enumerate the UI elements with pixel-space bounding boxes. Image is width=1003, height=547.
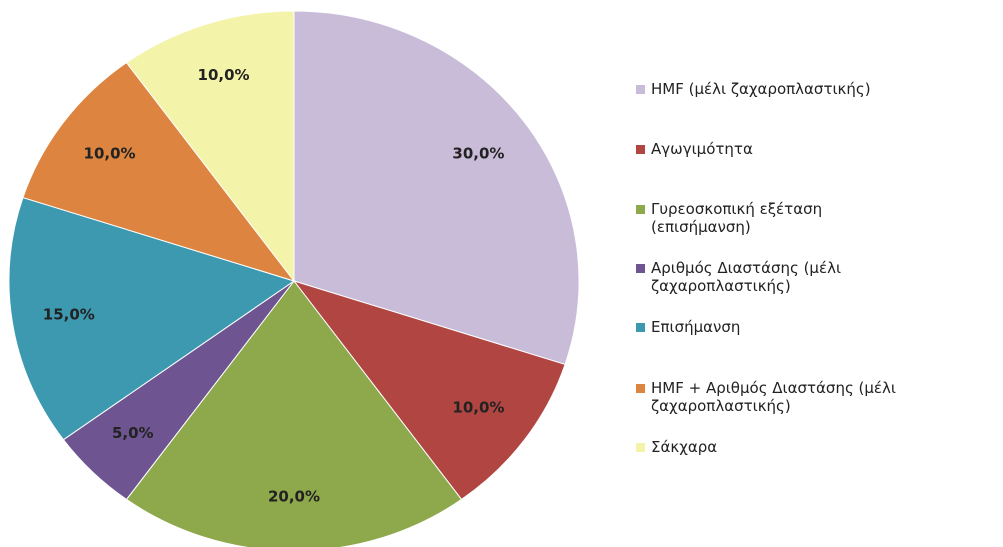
legend-label: Αριθμός Διαστάσης (μέλι ζαχαροπλαστικής): [651, 259, 842, 295]
legend-item: Αγωγιμότητα: [636, 140, 996, 158]
legend-label: Γυρεοσκοπική εξέταση (επισήμανση): [651, 200, 823, 236]
legend-swatch: [636, 264, 645, 273]
legend-swatch: [636, 384, 645, 393]
legend-item: Επισήμανση: [636, 318, 996, 336]
legend-swatch: [636, 323, 645, 332]
data-label: 20,0%: [268, 488, 320, 506]
pie-slice: [125, 280, 463, 547]
legend-swatch: [636, 205, 645, 214]
legend-swatch: [636, 145, 645, 154]
chart: 30,0% 10,0% 20,0% 5,0% 15,0% 10,0% 10,0%: [8, 10, 580, 547]
legend-item: Αριθμός Διαστάσης (μέλι ζαχαροπλαστικής): [636, 259, 996, 295]
legend-item: Γυρεοσκοπική εξέταση (επισήμανση): [636, 200, 996, 236]
pie-slice: [292, 280, 566, 501]
legend-swatch: [636, 85, 645, 94]
data-label: 10,0%: [84, 145, 136, 163]
legend-item: HMF (μέλι ζαχαροπλαστικής): [636, 80, 996, 98]
data-label: 15,0%: [43, 305, 95, 323]
data-label: 10,0%: [452, 398, 504, 416]
legend-item: Σάκχαρα: [636, 438, 996, 456]
legend-label: Επισήμανση: [651, 318, 741, 336]
legend-swatch: [636, 443, 645, 452]
legend-label: HMF (μέλι ζαχαροπλαστικής): [651, 80, 871, 98]
pie-slice: [125, 10, 295, 283]
data-label: 10,0%: [198, 66, 250, 84]
pie-slice: [8, 196, 296, 441]
data-label: 5,0%: [112, 424, 154, 442]
legend-item: HMF + Αριθμός Διαστάσης (μέλι ζαχαροπλασ…: [636, 379, 996, 415]
legend-label: Σάκχαρα: [651, 438, 718, 456]
pie-slice: [22, 61, 296, 282]
legend-label: Αγωγιμότητα: [651, 140, 753, 158]
data-label: 30,0%: [452, 145, 504, 163]
pie-slice: [293, 10, 580, 366]
legend-label: HMF + Αριθμός Διαστάσης (μέλι ζαχαροπλασ…: [651, 379, 896, 415]
